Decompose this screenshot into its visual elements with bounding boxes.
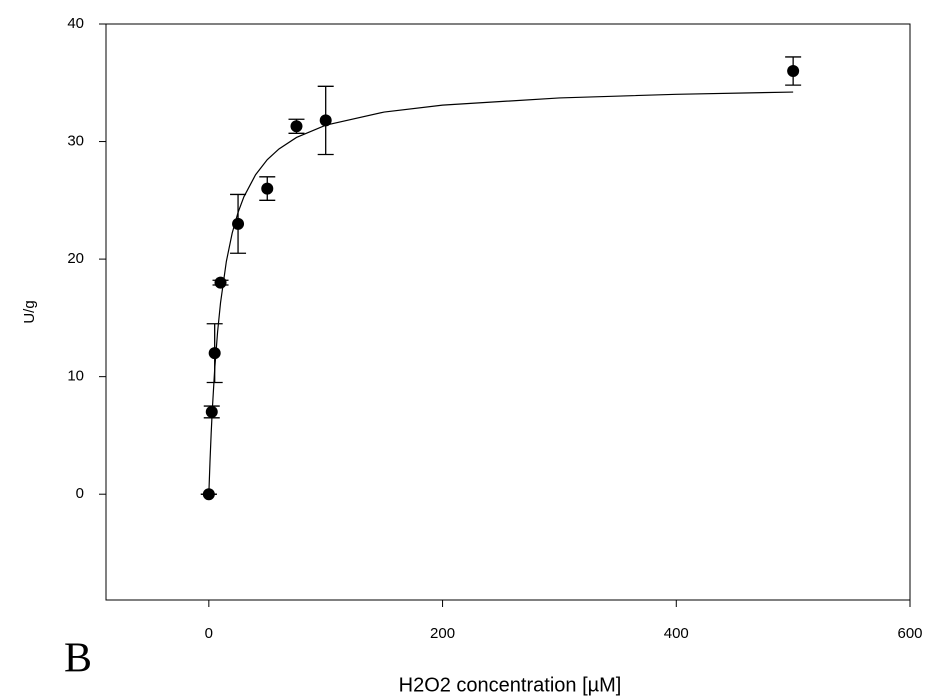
data-point <box>208 347 221 360</box>
x-tick-label: 600 <box>897 625 922 642</box>
y-tick-label: 30 <box>67 133 84 150</box>
data-point <box>202 488 215 501</box>
x-tick-label: 0 <box>205 625 213 642</box>
data-point <box>261 182 274 195</box>
data-point <box>205 405 218 418</box>
plot-frame <box>105 23 911 601</box>
panel-label: B <box>64 636 92 682</box>
y-tick-label: 20 <box>67 250 84 267</box>
data-point <box>290 120 303 133</box>
data-point <box>232 217 245 230</box>
x-axis-label: H2O2 concentration [µM] <box>399 674 622 696</box>
fit-curve <box>208 91 794 495</box>
data-point <box>214 276 227 289</box>
data-point <box>319 114 332 127</box>
y-axis-label: U/g <box>21 300 38 323</box>
y-tick-label: 10 <box>67 368 84 385</box>
y-tick-label: 40 <box>67 15 84 32</box>
y-tick-label: 0 <box>76 485 84 502</box>
data-point <box>787 65 800 78</box>
x-tick-label: 200 <box>430 625 455 642</box>
x-tick-label: 400 <box>664 625 689 642</box>
